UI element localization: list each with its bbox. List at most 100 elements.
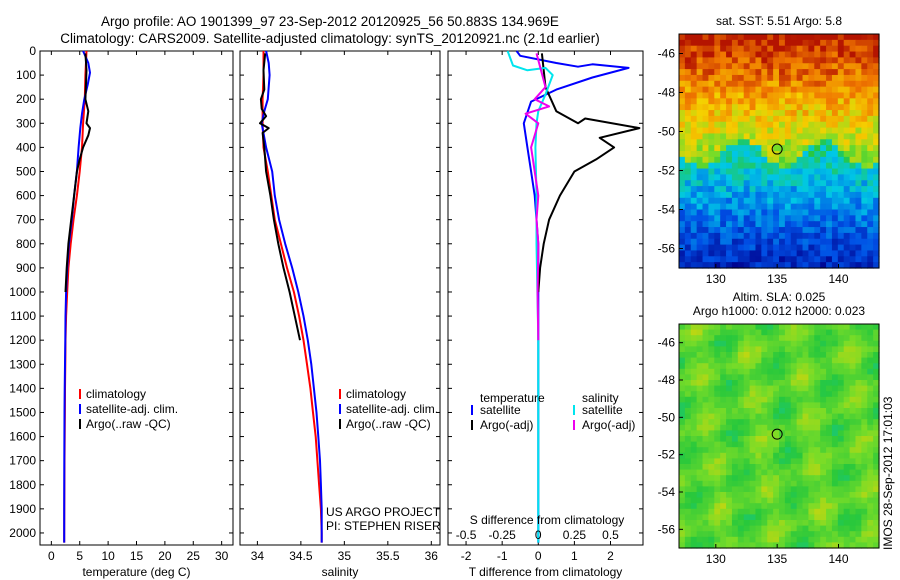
map-cell xyxy=(802,458,810,465)
map-cell xyxy=(679,452,686,459)
map-cell xyxy=(726,127,733,135)
map-cell xyxy=(837,508,845,515)
map-cell xyxy=(726,542,733,549)
map-x-tick-label-sst_map-135: 135 xyxy=(767,272,787,286)
map-cell xyxy=(726,352,733,359)
map-cell xyxy=(837,452,845,459)
map-cell xyxy=(779,368,786,375)
map-cell xyxy=(814,244,821,252)
map-cell xyxy=(802,232,810,240)
map-cell xyxy=(861,396,868,403)
map-cell xyxy=(820,430,827,437)
map-cell xyxy=(820,475,827,482)
map-cell xyxy=(779,238,786,246)
map-cell xyxy=(820,503,827,510)
map-cell xyxy=(749,45,757,53)
map-cell xyxy=(790,86,798,94)
map-cell xyxy=(861,45,868,53)
map-cell xyxy=(867,238,874,246)
map-cell xyxy=(749,525,757,532)
map-cell xyxy=(749,486,757,493)
map-cell xyxy=(849,174,857,181)
map-cell xyxy=(855,133,862,140)
map-cell xyxy=(743,180,751,187)
map-cell xyxy=(684,104,692,111)
map-cell xyxy=(814,486,821,493)
map-cell xyxy=(861,34,868,41)
map-cell xyxy=(779,232,786,240)
map-cell xyxy=(767,430,774,437)
map-cell xyxy=(867,115,874,123)
map-cell xyxy=(749,104,757,111)
map-cell xyxy=(743,447,751,454)
map-cell xyxy=(849,238,857,246)
map-cell xyxy=(873,98,880,105)
map-cell xyxy=(731,464,739,471)
map-cell xyxy=(726,480,733,487)
map-cell xyxy=(790,357,798,364)
map-cell xyxy=(784,57,792,64)
map-cell xyxy=(796,329,804,336)
map-cell xyxy=(737,156,745,164)
map-cell xyxy=(802,335,810,342)
map-cell xyxy=(784,464,792,471)
map-cell xyxy=(679,475,686,482)
map-cell xyxy=(873,227,880,234)
map-cell xyxy=(820,162,827,170)
map-cell xyxy=(784,39,792,47)
map-cell xyxy=(867,80,874,88)
map-cell xyxy=(773,525,780,532)
map-cell xyxy=(790,464,798,471)
map-cell xyxy=(731,145,739,152)
x2-tick-label-2: 0 xyxy=(535,528,542,542)
map-cell xyxy=(820,486,827,493)
map-cell xyxy=(814,203,821,211)
map-cell xyxy=(731,419,739,426)
map-cell xyxy=(837,475,845,482)
map-cell xyxy=(784,80,792,88)
map-cell xyxy=(702,357,710,364)
map-cell xyxy=(873,232,880,240)
map-cell xyxy=(867,520,874,527)
map-cell xyxy=(843,363,851,370)
map-cell xyxy=(726,69,733,76)
map-cell xyxy=(702,244,710,252)
map-cell xyxy=(737,486,745,493)
map-cell xyxy=(726,74,733,82)
map-cell xyxy=(784,525,792,532)
map-cell xyxy=(714,329,721,336)
map-cell xyxy=(708,391,715,398)
map-cell xyxy=(708,80,715,88)
map-cell xyxy=(837,80,845,88)
map-cell xyxy=(773,452,780,459)
map-cell xyxy=(873,180,880,187)
map-cell xyxy=(873,385,880,392)
map-cell xyxy=(708,452,715,459)
map-cell xyxy=(873,486,880,493)
map-cell xyxy=(867,180,874,187)
map-cell xyxy=(696,86,704,94)
map-cell xyxy=(731,34,739,41)
map-cell xyxy=(690,168,698,175)
map-cell xyxy=(873,452,880,459)
y-tick-label-600: 600 xyxy=(16,189,36,203)
map-cell xyxy=(684,180,692,187)
map-cell xyxy=(808,209,815,216)
map-cell xyxy=(820,536,827,543)
map-cell xyxy=(802,227,810,234)
map-cell xyxy=(826,121,833,129)
map-cell xyxy=(784,380,792,387)
map-cell xyxy=(679,536,686,543)
map-cell xyxy=(814,335,821,342)
map-cell xyxy=(726,34,733,41)
map-cell xyxy=(861,215,868,222)
map-cell xyxy=(737,514,745,521)
map-cell xyxy=(731,127,739,135)
legend-label-salinity-1: satellite-adj. clim. xyxy=(346,402,438,416)
map-cell xyxy=(820,156,827,164)
map-cell xyxy=(708,464,715,471)
map-cell xyxy=(761,531,768,538)
map-x-tick-label-sla_map-135: 135 xyxy=(767,552,787,566)
x2-tick-label-3: 0.25 xyxy=(563,528,587,542)
map-cell xyxy=(867,92,874,99)
